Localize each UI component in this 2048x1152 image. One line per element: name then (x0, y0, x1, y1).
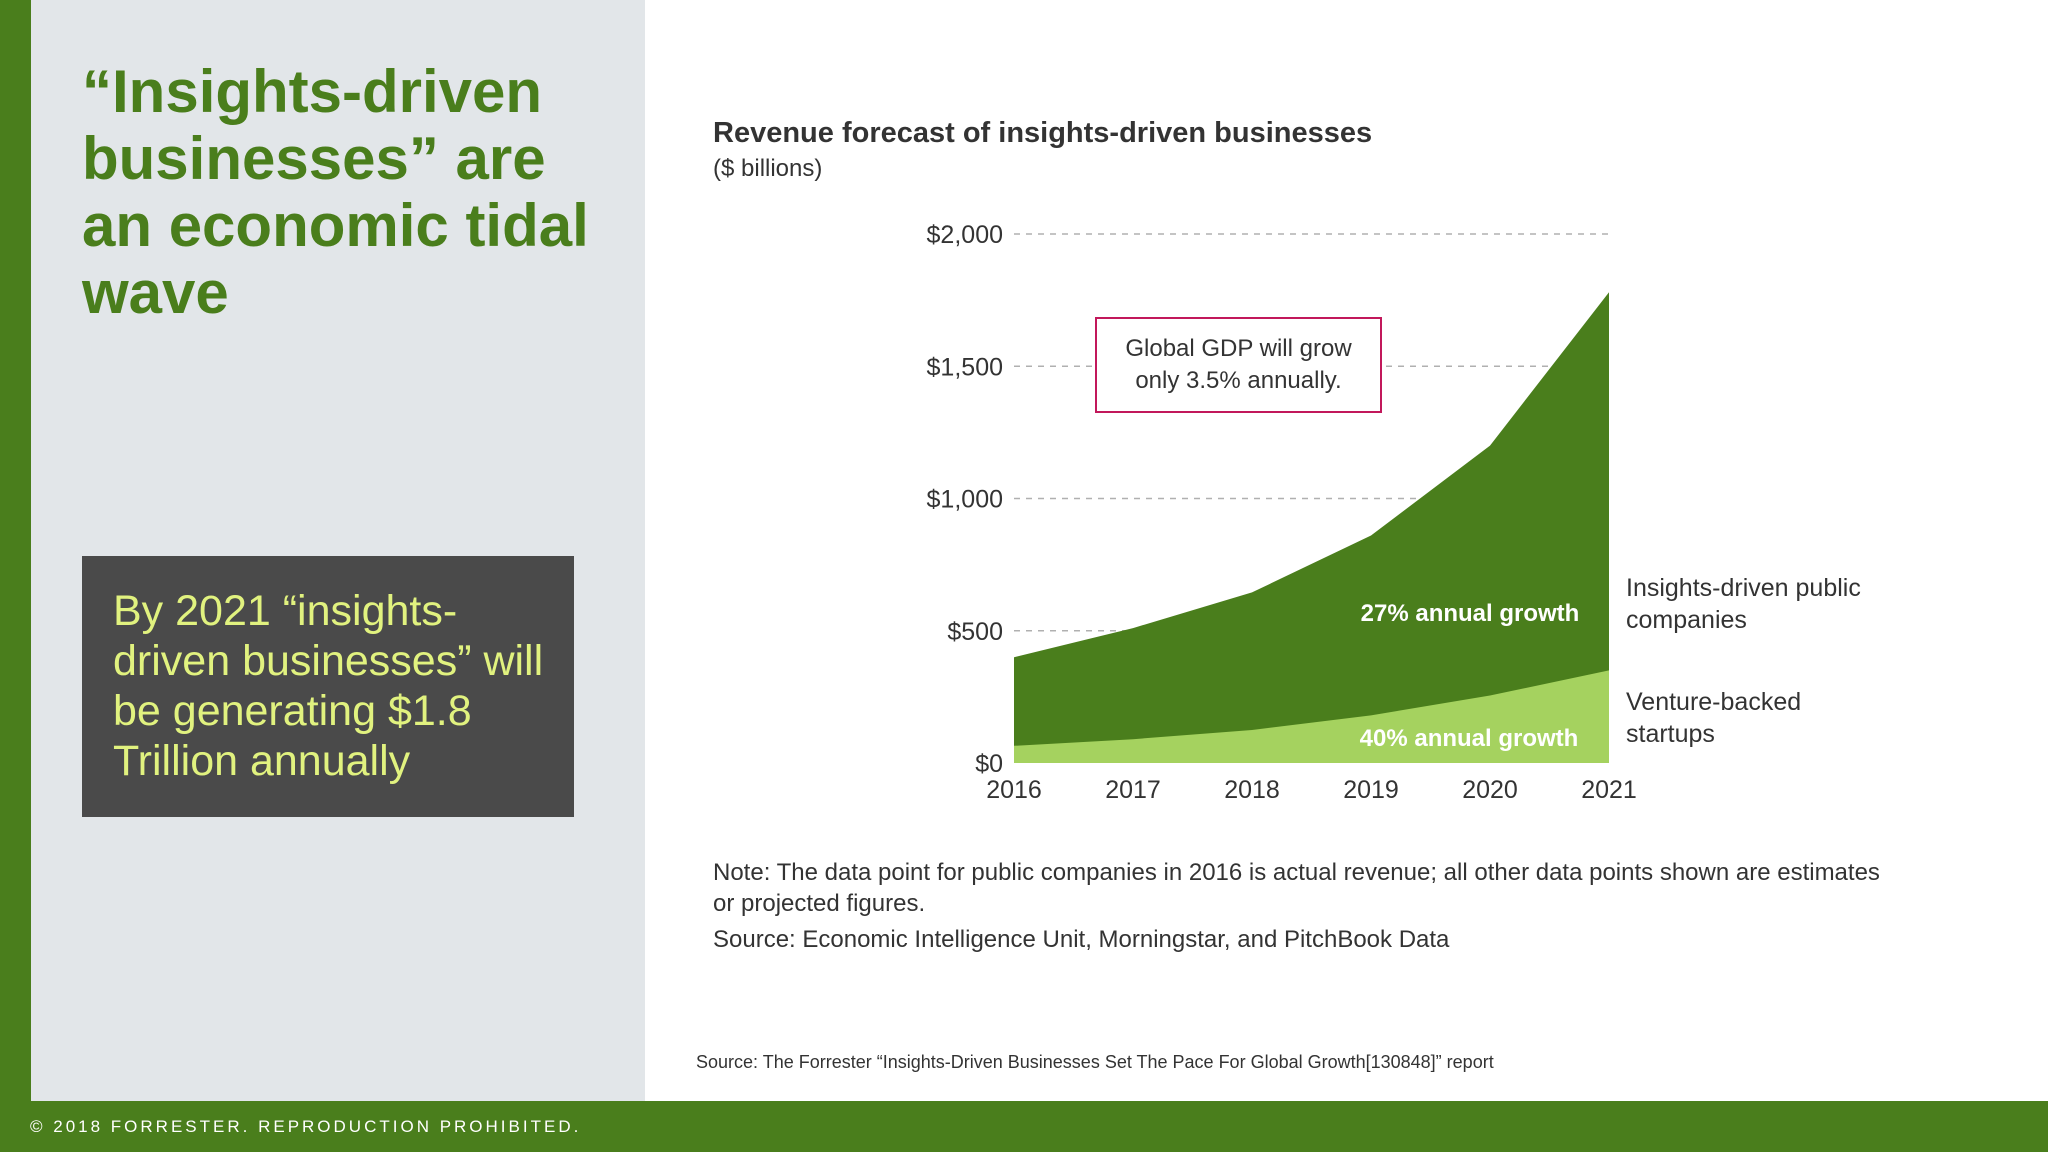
area-venture-startups (1014, 670, 1609, 763)
headline: “Insights-driven businesses” are an econ… (82, 58, 589, 326)
y-tick-label: $500 (947, 618, 1003, 646)
left-panel (31, 0, 645, 1101)
x-tick-label: 2021 (1581, 776, 1637, 804)
x-tick-label: 2018 (1224, 776, 1280, 804)
x-tick-label: 2017 (1105, 776, 1161, 804)
left-accent-bar (0, 0, 31, 1101)
copyright-text: © 2018 FORRESTER. REPRODUCTION PROHIBITE… (30, 1117, 582, 1136)
series-label-public-companies: Insights-driven public companies (1626, 574, 1861, 634)
y-tick-label: $0 (975, 750, 1003, 778)
series-label-venture-startups: Venture-backed startups (1626, 688, 1802, 748)
x-tick-label: 2020 (1462, 776, 1518, 804)
report-source: Source: The Forrester “Insights-Driven B… (696, 1052, 1494, 1072)
annotation-startup-growth: 40% annual growth (1360, 725, 1579, 752)
footer-bar: © 2018 FORRESTER. REPRODUCTION PROHIBITE… (0, 1101, 2048, 1152)
gdp-annotation-box: Global GDP will grow only 3.5% annually. (1095, 317, 1382, 413)
y-tick-label: $1,000 (927, 486, 1003, 514)
area-public-companies (1014, 292, 1609, 763)
y-tick-label: $1,500 (927, 353, 1003, 381)
data-source: Source: Economic Intelligence Unit, Morn… (713, 926, 1450, 953)
x-tick-label: 2016 (986, 776, 1042, 804)
callout-text: By 2021 “insights-driven businesses” wil… (113, 587, 544, 785)
chart-subtitle: ($ billions) (713, 155, 823, 182)
callout-box: By 2021 “insights-driven businesses” wil… (82, 556, 574, 817)
chart-title: Revenue forecast of insights-driven busi… (713, 117, 1373, 149)
x-tick-label: 2019 (1343, 776, 1399, 804)
annotation-public-growth: 27% annual growth (1361, 600, 1580, 627)
chart-note: Note: The data point for public companie… (713, 859, 1880, 917)
y-tick-label: $2,000 (927, 221, 1003, 249)
